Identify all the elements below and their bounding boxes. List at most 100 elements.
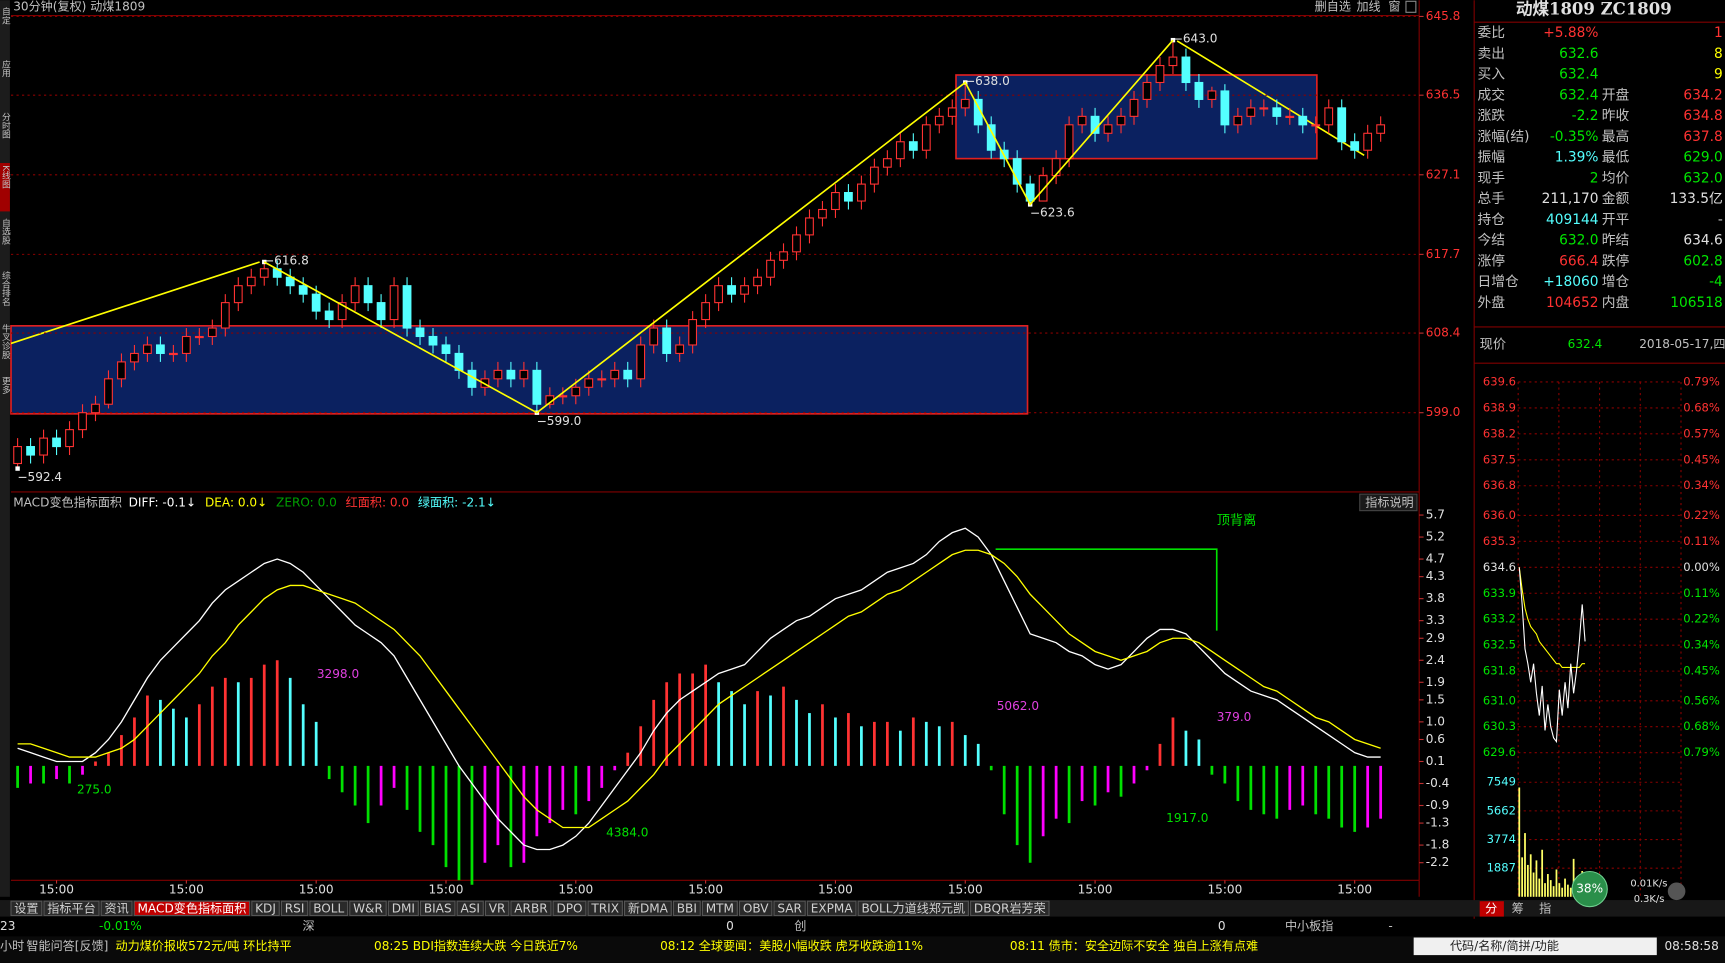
button[interactable]: 删自选 <box>1315 0 1351 13</box>
tab-label[interactable]: DMI <box>392 901 415 915</box>
intraday-pct-label: 0.56% <box>1683 693 1720 707</box>
explain-button-label[interactable]: 指标说明 <box>1365 494 1413 509</box>
intraday-tick-label: 635.3 <box>1483 534 1516 548</box>
candle-body <box>831 192 840 211</box>
tab-label[interactable]: SAR <box>777 901 802 915</box>
tab-label[interactable]: EXPMA <box>811 901 854 915</box>
tab-label[interactable]: DBQR岩芳荣 <box>974 900 1046 915</box>
tab[interactable] <box>773 900 806 917</box>
area-label: 4384.0 <box>606 825 648 839</box>
quote-cell: 均价 <box>1602 170 1630 186</box>
tab[interactable] <box>672 900 701 917</box>
quote-cell: 买入 <box>1477 67 1505 83</box>
tab-label[interactable]: BOLL <box>313 901 344 915</box>
intraday-tab-label[interactable]: 筹 <box>1512 901 1524 915</box>
sidebar-tab[interactable]: 分时图 <box>0 112 10 140</box>
ticker-item[interactable]: 08:11 债市：安全边际不安全 独自上涨有点难 <box>1010 938 1258 953</box>
tab-label[interactable]: ASI <box>460 901 480 915</box>
sidebar-tab[interactable]: 更多 <box>0 376 10 395</box>
sidebar-tab[interactable]: 应用 <box>0 58 10 78</box>
macd-annotations: 3298.0 275.0 4384.0 5062.0 1917.0 379.0 … <box>77 512 1256 840</box>
tab[interactable] <box>387 900 419 917</box>
intraday-tab-label[interactable]: 分 <box>1485 901 1497 915</box>
button[interactable]: 窗 <box>1388 0 1400 13</box>
tab[interactable] <box>349 900 387 917</box>
area-label: 379.0 <box>1217 710 1252 724</box>
tab-label[interactable]: MACD变色指标面积 <box>138 900 247 915</box>
tab-label[interactable]: MTM <box>706 901 734 915</box>
tab[interactable] <box>701 900 738 917</box>
window-icon[interactable] <box>1405 0 1417 13</box>
peak-handle <box>15 466 20 471</box>
tab-label[interactable]: 新DMA <box>628 900 669 915</box>
tab[interactable] <box>100 900 133 917</box>
ticker-item[interactable]: 08:12 全球要闻：美股小幅收跌 虎牙收跌逾11% <box>660 938 923 953</box>
intraday-tab[interactable] <box>1479 901 1504 917</box>
sidebar-tab[interactable]: 自选股 <box>0 217 10 246</box>
tab[interactable] <box>456 900 484 917</box>
tab-label[interactable]: W&R <box>353 901 383 915</box>
tab-label[interactable]: BBI <box>677 901 697 915</box>
tab[interactable] <box>280 900 309 917</box>
tab[interactable] <box>10 900 43 917</box>
sidebar-tab[interactable]: 自定 <box>0 6 10 26</box>
legend-entry: ZERO: 0.0 <box>276 495 337 509</box>
sidebar-tab[interactable]: 综合排名 <box>0 270 10 307</box>
sidebar-tab[interactable]: K线图 <box>0 165 10 189</box>
search-placeholder[interactable]: 代码/名称/简拼/功能 <box>1450 938 1559 953</box>
intraday-tick-label: 639.6 <box>1483 374 1516 388</box>
tab-label[interactable]: ARBR <box>514 901 548 915</box>
candle-body <box>1363 132 1373 151</box>
ticker-item[interactable]: 动力煤价报收572元/吨 环比持平 <box>116 938 292 953</box>
zigzag-line <box>263 39 1174 414</box>
gauge[interactable] <box>1571 870 1608 908</box>
tab[interactable] <box>552 900 587 917</box>
tab[interactable] <box>806 900 857 917</box>
tab[interactable] <box>970 900 1050 917</box>
tab[interactable] <box>484 900 510 917</box>
candle-body <box>1376 124 1386 134</box>
tab-label[interactable]: KDJ <box>255 901 276 915</box>
quote-cell: 卖出 <box>1477 46 1505 62</box>
candle-body <box>1103 124 1113 134</box>
candle-body <box>363 285 373 304</box>
tab[interactable] <box>43 900 100 917</box>
search-box[interactable] <box>1413 937 1657 956</box>
volume-tick-label: 5662 <box>1487 803 1516 817</box>
tab-label[interactable]: OBV <box>743 901 769 915</box>
tab-label[interactable]: TRIX <box>590 901 619 915</box>
legend-entry: 红面积: 0.0 <box>346 494 409 509</box>
quote-cell: 今结 <box>1477 233 1505 249</box>
tab[interactable] <box>133 900 251 917</box>
quote-cell: -4 <box>1709 274 1723 290</box>
tab[interactable] <box>309 900 349 917</box>
tab[interactable] <box>857 900 969 917</box>
candle-body <box>882 158 892 168</box>
add-button[interactable] <box>1667 882 1686 901</box>
candle-body <box>766 259 775 278</box>
tab-label[interactable]: VR <box>489 901 506 915</box>
candle-body <box>91 403 100 414</box>
tab[interactable] <box>587 900 623 917</box>
intraday-tab-label[interactable]: 指 <box>1539 900 1551 915</box>
tab-label[interactable]: BOLL力道线郑元凯 <box>861 900 965 915</box>
tab-label[interactable]: BIAS <box>424 901 452 915</box>
tab-label[interactable]: 资讯 <box>104 901 128 915</box>
explain-button[interactable] <box>1359 493 1418 512</box>
macd-tick-label: 1.9 <box>1426 675 1445 689</box>
ticker-item[interactable]: 智能问答[反馈] <box>26 938 108 953</box>
tab[interactable] <box>251 900 280 917</box>
button[interactable]: 加线 <box>1356 0 1380 13</box>
tab-label[interactable]: RSI <box>285 901 305 915</box>
tab[interactable] <box>738 900 773 917</box>
ticker-item[interactable]: 08:25 BDI指数连续大跌 今日跌近7% <box>374 938 578 953</box>
tab[interactable] <box>419 900 456 917</box>
tab-label[interactable]: 指标平台 <box>47 900 95 915</box>
speed: 0.3K/s <box>1634 894 1665 905</box>
tab-label[interactable]: 设置 <box>14 901 38 915</box>
tab-label[interactable]: DPO <box>556 901 582 915</box>
sidebar-tab[interactable]: 牛叉诊股 <box>0 322 10 359</box>
quote-cell: +5.88% <box>1543 25 1598 41</box>
tab[interactable] <box>623 900 672 917</box>
tab[interactable] <box>510 900 552 917</box>
